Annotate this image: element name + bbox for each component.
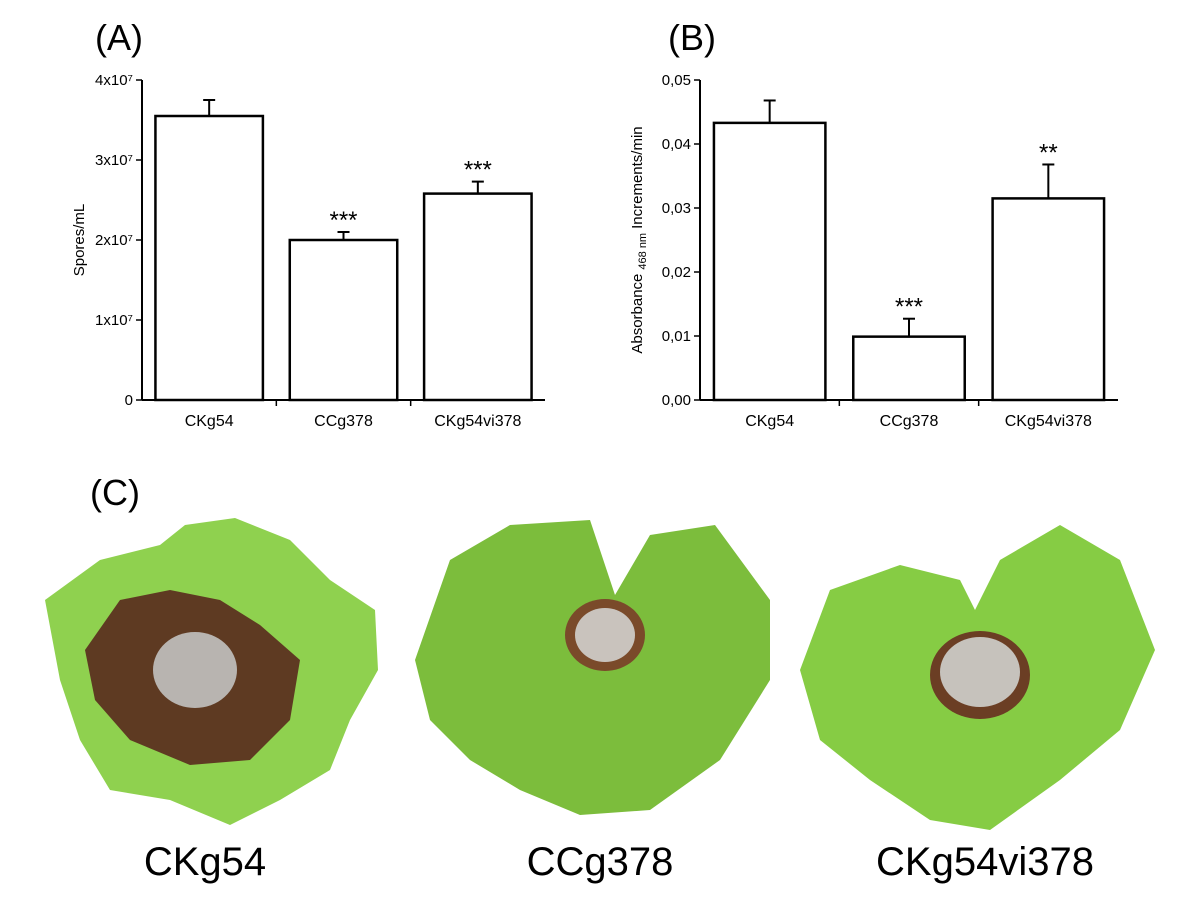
error-bar bbox=[203, 99, 216, 116]
bar bbox=[991, 197, 1106, 402]
y-label-main: Spores/mL bbox=[71, 204, 88, 277]
y-axis-label: Spores/mL bbox=[71, 204, 88, 277]
y-tick-label: 0,02 bbox=[662, 264, 691, 281]
bar bbox=[288, 238, 399, 402]
error-bar bbox=[337, 231, 350, 240]
y-tick-label: 0,03 bbox=[662, 200, 691, 217]
y-tick-label: 0,05 bbox=[662, 72, 691, 89]
y-axis-label: Absorbance 468 nm Increments/min bbox=[629, 126, 649, 353]
significance: *** bbox=[464, 157, 492, 184]
panel-label: (A) bbox=[95, 17, 143, 58]
panel-label: (B) bbox=[668, 17, 716, 58]
lesion-center bbox=[940, 637, 1020, 707]
leaf-photos bbox=[45, 518, 1155, 830]
y-tick-label: 3x10⁷ bbox=[95, 152, 133, 169]
panel-label: (C) bbox=[90, 472, 140, 513]
y-label-suffix: Increments/min bbox=[629, 126, 646, 229]
significance: ** bbox=[1039, 139, 1058, 166]
y-label-sub: 468 nm bbox=[637, 233, 649, 270]
significance: *** bbox=[329, 207, 357, 234]
x-tick-label: CKg54vi378 bbox=[434, 413, 521, 430]
error-bar bbox=[1042, 163, 1055, 199]
y-tick-label: 0,04 bbox=[662, 136, 691, 153]
leaf-caption: CKg54 bbox=[144, 840, 266, 884]
y-tick-label: 0,00 bbox=[662, 392, 691, 409]
x-tick-label: CKg54vi378 bbox=[1005, 413, 1092, 430]
y-tick-label: 2x10⁷ bbox=[95, 232, 133, 249]
error-bar bbox=[471, 180, 484, 194]
error-bar bbox=[763, 99, 776, 123]
y-tick-label: 0,01 bbox=[662, 328, 691, 345]
x-tick-label: CCg378 bbox=[880, 413, 939, 430]
y-tick-label: 4x10⁷ bbox=[95, 72, 133, 89]
bar bbox=[712, 121, 827, 402]
lesion-center bbox=[153, 632, 237, 708]
x-tick-label: CKg54 bbox=[185, 413, 234, 430]
leaf-caption: CKg54vi378 bbox=[876, 840, 1094, 884]
error-bar bbox=[903, 317, 915, 337]
x-tick-label: CKg54 bbox=[745, 413, 794, 430]
bar bbox=[422, 192, 533, 402]
significance: *** bbox=[895, 294, 923, 321]
lesion-center bbox=[575, 608, 635, 662]
bar bbox=[852, 335, 966, 402]
leaf-caption: CCg378 bbox=[527, 840, 674, 884]
y-tick-label: 0 bbox=[125, 392, 133, 409]
x-tick-label: CCg378 bbox=[314, 413, 373, 430]
bar bbox=[154, 114, 265, 402]
y-tick-label: 1x10⁷ bbox=[95, 312, 133, 329]
y-label-main: Absorbance bbox=[629, 274, 646, 354]
